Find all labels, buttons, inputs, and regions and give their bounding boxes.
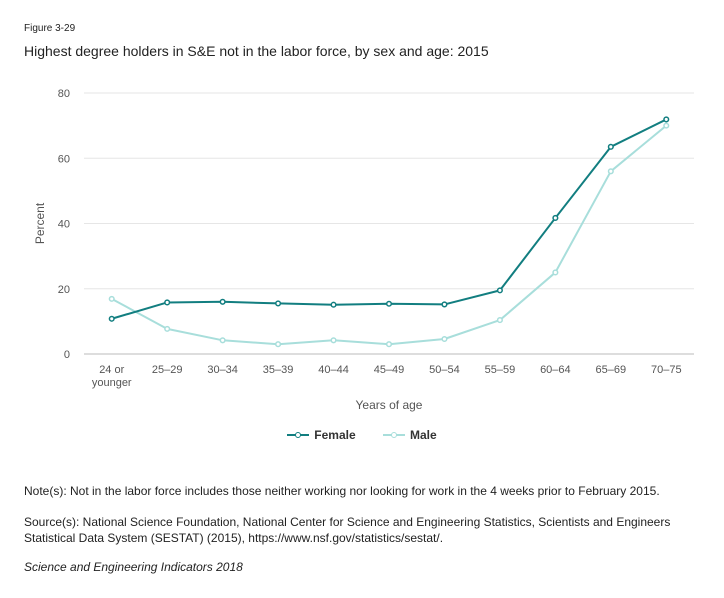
y-tick-label-40: 40 [58, 219, 70, 231]
legend-swatch-male [383, 430, 405, 440]
data-point-male-5 [385, 341, 393, 348]
legend-item-male[interactable]: Male [383, 428, 437, 442]
data-point-female-10 [663, 116, 670, 123]
x-tick-label-6: 50–54 [429, 364, 460, 376]
x-tick-label-0: 24 or younger [92, 364, 132, 389]
legend-swatch-female [287, 430, 310, 440]
data-point-female-0 [108, 315, 115, 322]
credit-text: Science and Engineering Indicators 2018 [24, 560, 243, 574]
data-point-female-8 [552, 214, 559, 222]
data-point-male-10 [663, 122, 670, 129]
x-tick-label-2: 30–34 [207, 364, 238, 376]
data-point-male-2 [219, 337, 226, 344]
x-tick-label-3: 35–39 [263, 364, 294, 376]
source-text: Source(s): National Science Foundation, … [24, 515, 671, 545]
note-text: Note(s): Not in the labor force includes… [24, 484, 660, 498]
legend-item-female[interactable]: Female [287, 428, 356, 442]
legend-label-male: Male [410, 428, 437, 442]
y-tick-label-0: 0 [64, 349, 70, 361]
data-point-female-5 [385, 300, 393, 307]
data-point-female-3 [275, 300, 282, 307]
data-point-male-0 [108, 295, 115, 302]
y-tick-label-60: 60 [58, 153, 70, 165]
data-point-male-4 [330, 337, 337, 344]
data-point-female-9 [607, 143, 614, 150]
data-point-male-6 [441, 335, 448, 343]
line-chart: 0 20 40 60 80 24 or younger 25–29 30–34 35–39 40–4… [33, 88, 694, 412]
y-tick-label-20: 20 [58, 284, 70, 296]
x-tick-label-1: 25–29 [152, 364, 183, 376]
data-point-female-4 [330, 301, 337, 308]
x-tick-label-8: 60–64 [540, 364, 571, 376]
legend-label-female: Female [314, 428, 356, 442]
data-point-female-6 [441, 301, 448, 308]
x-tick-label-9: 65–69 [596, 364, 627, 376]
x-tick-label-5: 45–49 [374, 364, 405, 376]
y-axis-title: Percent [33, 202, 47, 244]
chart-title: Highest degree holders in S&E not in the… [24, 43, 489, 59]
y-tick-label-80: 80 [58, 88, 70, 100]
data-point-female-1 [164, 299, 171, 306]
data-point-male-1 [164, 325, 171, 332]
data-point-male-7 [496, 317, 503, 324]
figure-label: Figure 3-29 [24, 23, 76, 34]
x-tick-label-7: 55–59 [485, 364, 516, 376]
x-tick-label-4: 40–44 [318, 364, 349, 376]
data-point-female-7 [496, 287, 503, 294]
x-tick-label-10: 70–75 [651, 364, 682, 376]
x-axis-title: Years of age [356, 398, 423, 412]
data-point-female-2 [219, 298, 226, 305]
data-point-male-3 [275, 341, 282, 348]
data-point-male-8 [552, 269, 559, 276]
legend: Female Male [0, 428, 724, 443]
data-point-male-9 [607, 168, 614, 175]
